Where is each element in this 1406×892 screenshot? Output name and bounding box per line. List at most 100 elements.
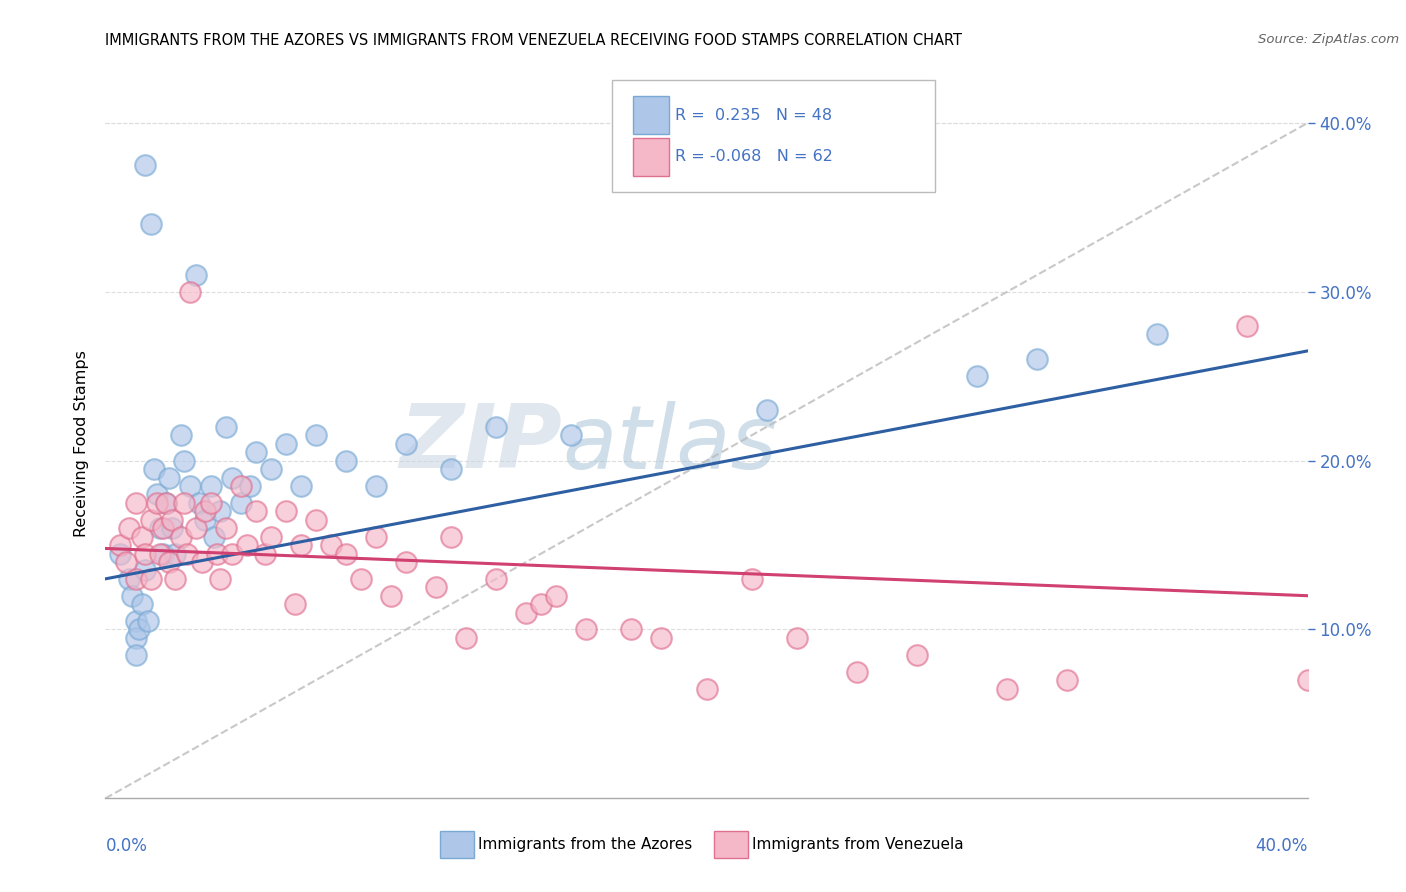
Point [134, 563, 156, 577]
Point [148, 547, 170, 561]
Point [319, 538, 342, 552]
Point [208, 504, 231, 518]
Point [966, 369, 988, 384]
Point [160, 521, 183, 535]
Point [995, 681, 1018, 696]
Point [190, 555, 212, 569]
Point [274, 504, 297, 518]
Point [221, 470, 243, 484]
Point [214, 420, 236, 434]
Point [118, 521, 141, 535]
Point [305, 513, 328, 527]
Point [274, 436, 297, 450]
Text: Source: ZipAtlas.com: Source: ZipAtlas.com [1258, 33, 1399, 46]
Text: 40.0%: 40.0% [1256, 838, 1308, 855]
Point [530, 597, 553, 611]
Point [290, 479, 312, 493]
Point [173, 496, 195, 510]
Point [755, 403, 778, 417]
Point [134, 547, 156, 561]
Point [152, 521, 174, 535]
Point [131, 597, 153, 611]
Text: ZIP: ZIP [399, 401, 562, 487]
Point [425, 580, 447, 594]
Point [124, 631, 146, 645]
Point [290, 538, 312, 552]
Point [173, 453, 195, 467]
Point [179, 479, 201, 493]
Point [160, 513, 183, 527]
Point [110, 547, 132, 561]
Point [110, 538, 132, 552]
Point [620, 623, 643, 637]
Text: R = -0.068   N = 62: R = -0.068 N = 62 [675, 150, 832, 164]
Point [139, 572, 162, 586]
Point [155, 496, 177, 510]
Point [253, 547, 276, 561]
Point [239, 479, 262, 493]
Point [139, 513, 162, 527]
Text: IMMIGRANTS FROM THE AZORES VS IMMIGRANTS FROM VENEZUELA RECEIVING FOOD STAMPS CO: IMMIGRANTS FROM THE AZORES VS IMMIGRANTS… [105, 33, 963, 48]
Point [134, 158, 156, 172]
Point [650, 631, 672, 645]
Point [221, 547, 243, 561]
Point [395, 555, 418, 569]
Point [440, 530, 463, 544]
Point [208, 572, 231, 586]
Point [179, 285, 201, 299]
Point [485, 420, 508, 434]
Point [229, 496, 252, 510]
Point [786, 631, 808, 645]
Point [905, 648, 928, 662]
Point [163, 547, 186, 561]
Text: atlas: atlas [562, 401, 778, 487]
Point [515, 606, 537, 620]
Point [128, 623, 150, 637]
Point [454, 631, 477, 645]
Point [121, 589, 143, 603]
Point [395, 436, 418, 450]
Point [575, 623, 598, 637]
Point [1026, 352, 1049, 367]
Point [1236, 318, 1258, 333]
Y-axis label: Receiving Food Stamps: Receiving Food Stamps [73, 351, 89, 537]
Point [115, 555, 138, 569]
Point [1146, 326, 1168, 341]
Point [260, 530, 283, 544]
Text: 0.0%: 0.0% [105, 838, 148, 855]
Point [350, 572, 373, 586]
Point [245, 445, 267, 459]
Point [157, 555, 180, 569]
Point [148, 521, 170, 535]
Point [184, 268, 207, 282]
Point [155, 496, 177, 510]
Point [335, 453, 357, 467]
Point [284, 597, 307, 611]
Point [139, 217, 162, 231]
Point [364, 530, 387, 544]
Point [202, 530, 225, 544]
Point [124, 496, 146, 510]
Point [485, 572, 508, 586]
Point [364, 479, 387, 493]
Text: Immigrants from Venezuela: Immigrants from Venezuela [752, 838, 965, 852]
Point [145, 487, 167, 501]
Point [131, 530, 153, 544]
Point [546, 589, 568, 603]
Point [305, 428, 328, 442]
Point [194, 504, 217, 518]
Text: R =  0.235   N = 48: R = 0.235 N = 48 [675, 108, 832, 122]
Point [136, 614, 159, 628]
Point [845, 665, 868, 679]
Point [696, 681, 718, 696]
Point [163, 572, 186, 586]
Point [184, 521, 207, 535]
Point [176, 547, 198, 561]
Point [194, 513, 217, 527]
Point [235, 538, 257, 552]
Point [1296, 673, 1319, 687]
Point [560, 428, 582, 442]
Text: Immigrants from the Azores: Immigrants from the Azores [478, 838, 692, 852]
Point [1056, 673, 1078, 687]
Point [169, 428, 191, 442]
